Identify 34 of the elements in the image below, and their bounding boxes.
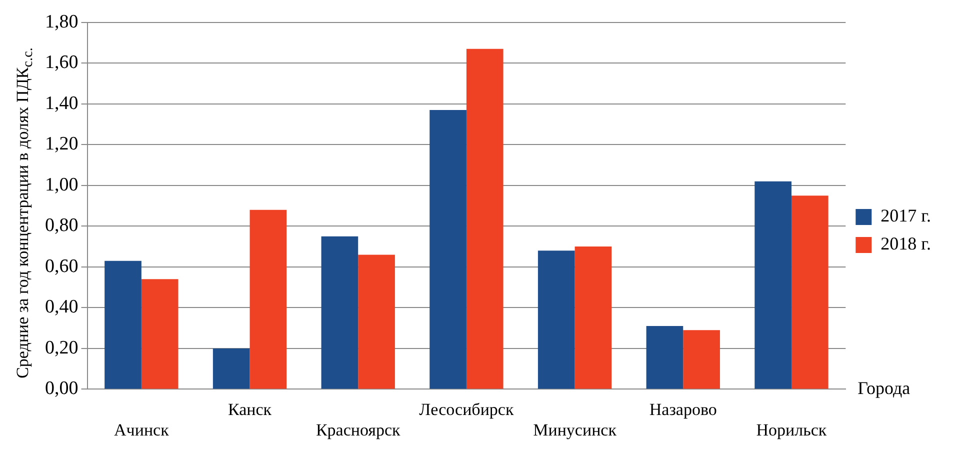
bar (321, 236, 358, 389)
bar (358, 254, 395, 389)
legend-label: 2017 г. (880, 206, 932, 226)
y-tick-label: 1,20 (45, 134, 78, 155)
bar (791, 196, 828, 389)
bar (538, 250, 575, 389)
x-tick-label: Ачинск (114, 420, 170, 440)
bar (754, 181, 792, 389)
y-tick-label: 0,60 (45, 256, 78, 277)
y-tick-label: 0,80 (45, 215, 78, 236)
x-tick-label: Лесосибирск (419, 400, 514, 419)
y-tick-label: 0,20 (45, 337, 78, 358)
x-tick-label: Минусинск (533, 420, 618, 440)
legend-label: 2018 г. (880, 234, 932, 254)
x-tick-label: Назарово (649, 400, 717, 419)
bar (574, 246, 612, 389)
y-tick-label: 1,60 (45, 52, 78, 74)
bar (683, 330, 720, 389)
bar (141, 279, 178, 389)
y-tick-label: 0,00 (45, 378, 78, 400)
x-axis-title: Города (858, 378, 910, 398)
bar (646, 326, 684, 389)
y-tick-label: 1,40 (45, 92, 78, 114)
x-tick-label: Красноярск (316, 420, 402, 440)
bar (250, 210, 287, 389)
bar (466, 48, 504, 389)
y-tick-label: 1,80 (45, 11, 78, 32)
x-tick-label: Канск (228, 400, 272, 419)
bar (104, 260, 142, 389)
bar (212, 348, 250, 389)
x-tick-label: Норильск (756, 420, 828, 440)
y-tick-label: 0,40 (45, 296, 78, 318)
y-tick-label: 1,00 (45, 174, 78, 196)
bar (430, 110, 466, 389)
